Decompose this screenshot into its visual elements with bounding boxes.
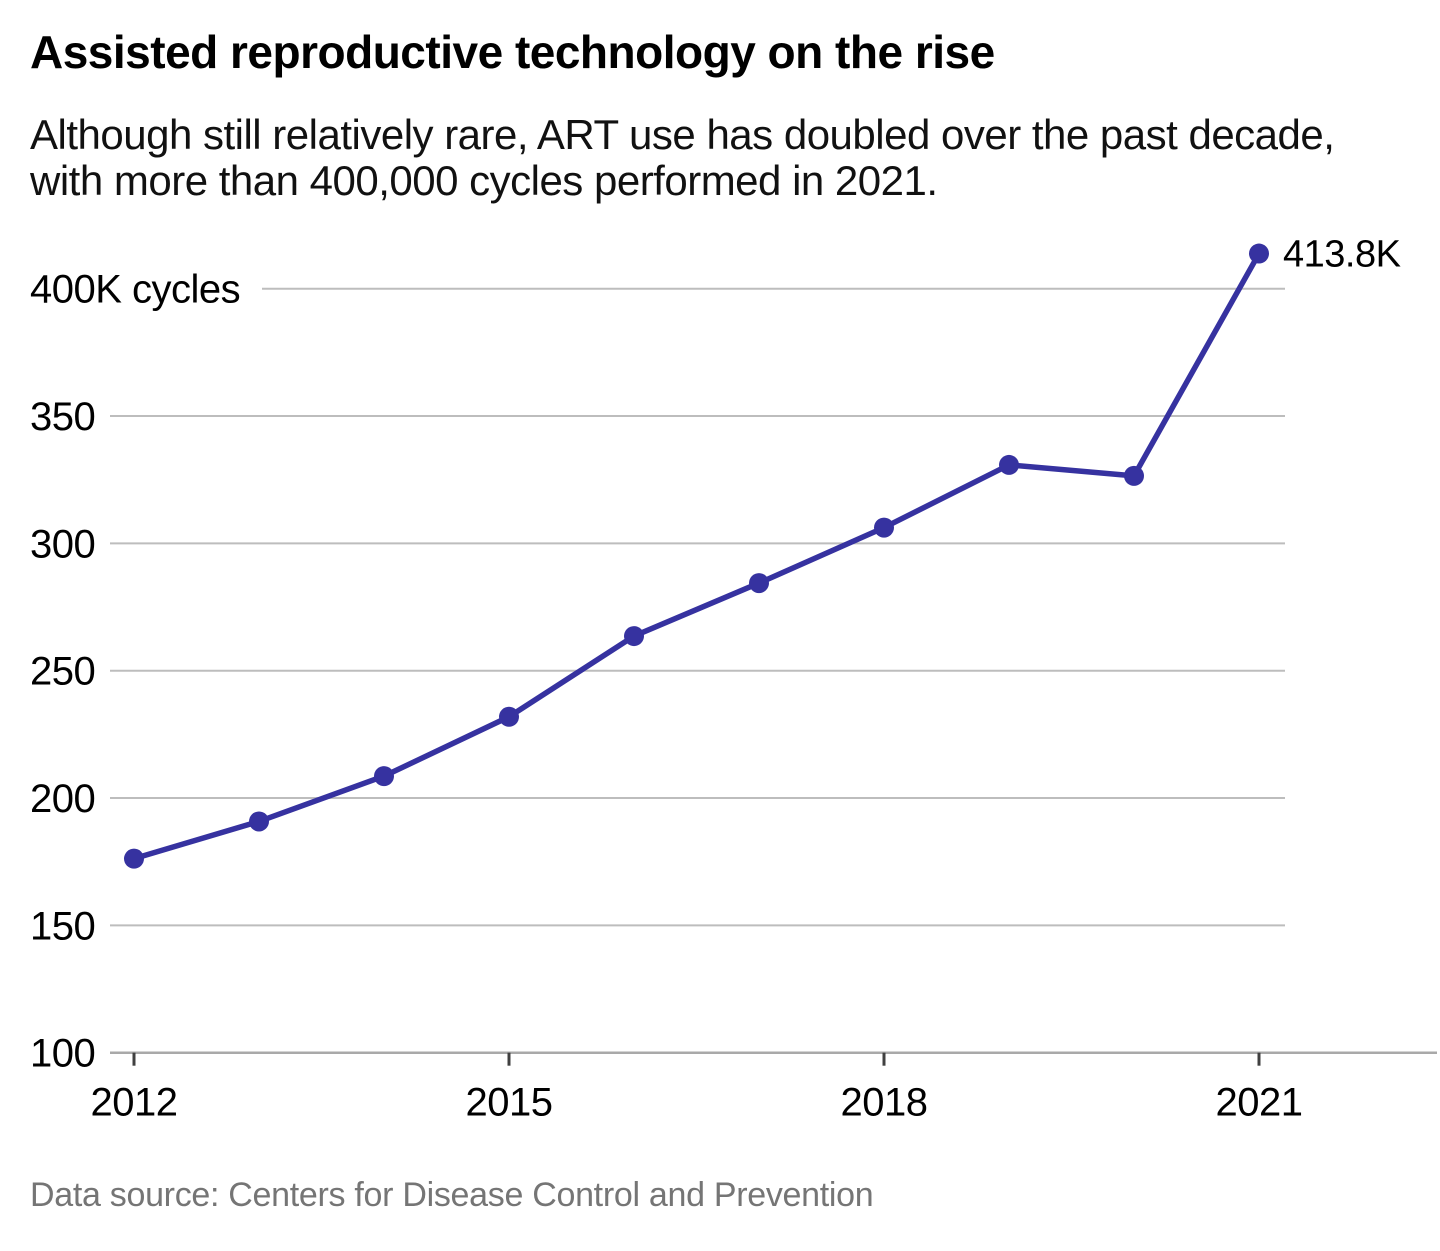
chart-title: Assisted reproductive technology on the …	[30, 26, 995, 78]
x-tick-label-2021: 2021	[1216, 1081, 1303, 1125]
data-point-2018	[874, 517, 894, 538]
x-tick-label-2015: 2015	[466, 1081, 553, 1125]
y-tick-label-200: 200	[30, 777, 95, 821]
data-point-2015	[499, 706, 519, 727]
data-point-2020	[1124, 465, 1144, 486]
data-point-2021	[1249, 243, 1269, 264]
y-tick-label-100: 100	[30, 1032, 95, 1076]
end-value-label: 413.8K	[1283, 234, 1401, 276]
y-tick-label-350: 350	[30, 395, 95, 439]
data-point-2016	[624, 626, 644, 647]
y-tick-label-400: 400K cycles	[30, 268, 240, 312]
data-point-2017	[749, 573, 769, 594]
y-tick-label-250: 250	[30, 650, 95, 694]
x-tick-label-2012: 2012	[91, 1081, 178, 1125]
data-point-2014	[374, 766, 394, 787]
data-source: Data source: Centers for Disease Control…	[30, 1176, 874, 1214]
data-point-2019	[999, 454, 1019, 475]
y-tick-label-150: 150	[30, 904, 95, 948]
y-tick-label-300: 300	[30, 522, 95, 566]
chart-subtitle: Although still relatively rare, ART use …	[30, 111, 1335, 204]
data-point-2013	[249, 811, 269, 832]
data-line	[131, 250, 1262, 862]
x-tick-label-2018: 2018	[841, 1081, 928, 1125]
data-point-2012	[124, 848, 144, 869]
